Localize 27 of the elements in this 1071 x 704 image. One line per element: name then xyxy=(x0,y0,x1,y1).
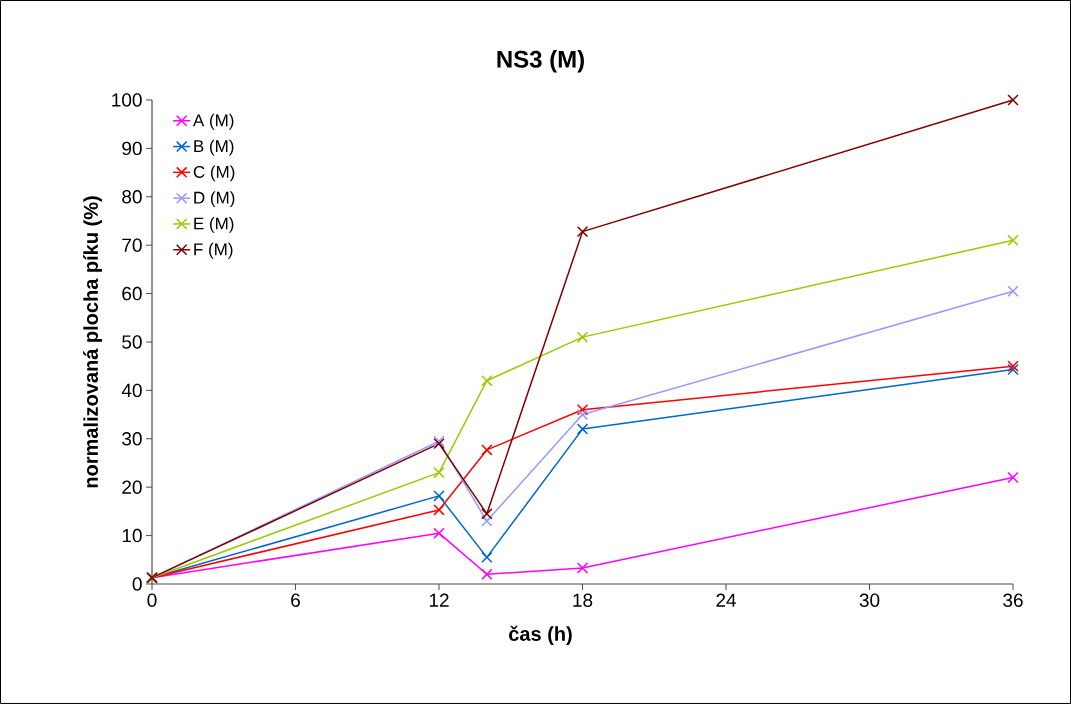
x-tick-label: 24 xyxy=(716,593,737,607)
chart-title: NS3 (M) xyxy=(497,50,584,73)
y-tick-label: 10 xyxy=(122,528,142,543)
legend-label: A (M) xyxy=(192,113,234,130)
x-tick-label: 18 xyxy=(573,593,593,607)
x-tick-label: 30 xyxy=(859,593,880,607)
x-tick-label: 36 xyxy=(1003,593,1023,607)
legend-label: C (M) xyxy=(193,165,235,182)
y-tick-label: 50 xyxy=(122,335,142,349)
x-axis-title: čas (h) xyxy=(509,625,572,645)
legend-label: B (M) xyxy=(194,139,234,156)
y-tick-label: 0 xyxy=(132,577,142,591)
y-tick-label: 60 xyxy=(122,286,142,301)
y-tick-label: 100 xyxy=(112,93,142,107)
legend-label: D (M) xyxy=(194,191,235,208)
legend-label: E (M) xyxy=(194,217,234,233)
y-axis-title: normalizovaná plocha píku (%) xyxy=(83,196,102,488)
y-tick-label: 40 xyxy=(121,383,142,398)
legend-label: F (M) xyxy=(194,242,233,259)
y-tick-label: 80 xyxy=(122,190,142,204)
y-tick-label: 70 xyxy=(122,238,142,252)
x-tick-label: 0 xyxy=(147,593,157,607)
y-tick-label: 30 xyxy=(122,432,142,446)
x-tick-label: 6 xyxy=(291,593,300,607)
y-tick-label: 90 xyxy=(122,141,142,156)
x-tick-label: 12 xyxy=(429,593,449,607)
y-tick-label: 20 xyxy=(122,480,142,494)
